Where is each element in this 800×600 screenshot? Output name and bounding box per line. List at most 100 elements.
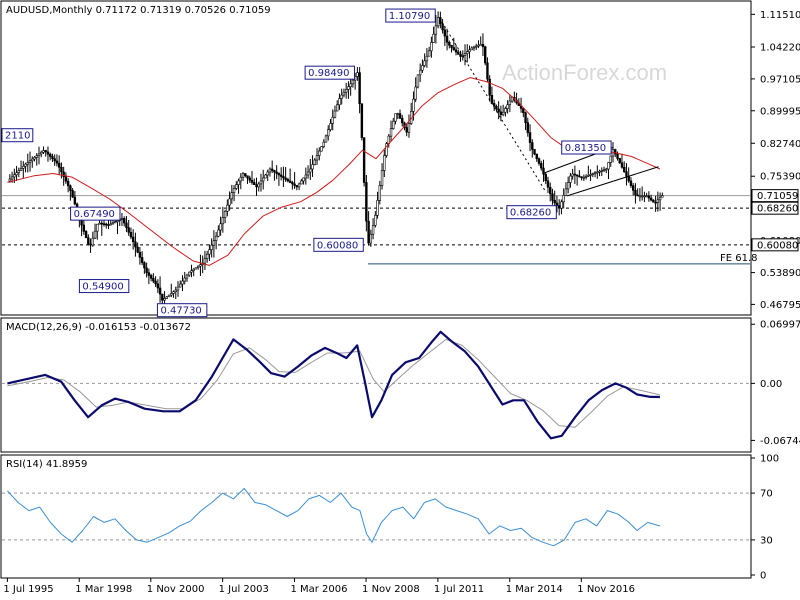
candle-body [452, 47, 456, 51]
candle-body [264, 174, 267, 179]
price-pane: ActionForex.com AUDUSD,Monthly 0.71172 0… [0, 0, 800, 318]
candle-body [320, 146, 323, 152]
price-axis-box [751, 189, 799, 203]
candle-body [378, 185, 382, 201]
candle-body [203, 258, 207, 264]
candle-body [560, 201, 563, 209]
swing-label-box [385, 8, 436, 23]
candle-body [244, 173, 247, 177]
candle-body [51, 156, 54, 159]
candle-body [15, 172, 18, 176]
candle-body [537, 158, 541, 164]
x-tick-label: 1 Jul 2011 [434, 584, 484, 595]
candle-body [266, 171, 269, 176]
macd-tick-label: 0.00 [760, 379, 782, 390]
swing-label-box [156, 303, 208, 318]
candle-body [336, 104, 339, 112]
candle-body [87, 237, 90, 245]
candle-body [46, 151, 50, 155]
x-tick-label: 1 Mar 2006 [290, 584, 347, 595]
candle-body [468, 49, 471, 53]
candle-body [73, 196, 77, 205]
candle-body [226, 204, 229, 212]
swing-label-text: 0.54900 [82, 282, 123, 293]
candle-body [477, 44, 480, 47]
price-axis-box [751, 238, 799, 252]
candle-body [587, 175, 590, 177]
candle-body [647, 195, 651, 199]
candle-body [365, 182, 368, 222]
candle-body [270, 168, 274, 171]
candle-body [578, 175, 581, 178]
candle-body [253, 182, 256, 185]
candle-body [134, 241, 137, 248]
candle-body [107, 224, 110, 226]
price-tick-label: 1.04220 [760, 43, 800, 54]
candle-body [300, 180, 303, 185]
candle-body [347, 86, 350, 90]
candle-body [295, 185, 299, 188]
candle-body [589, 174, 592, 176]
candle-body [584, 175, 588, 178]
candle-body [351, 79, 355, 85]
candle-body [405, 127, 408, 133]
candle-body [66, 180, 70, 187]
candle-body [407, 123, 411, 133]
candle-body [470, 47, 473, 51]
candle-body [304, 174, 308, 179]
candle-body [654, 201, 657, 204]
candle-body [161, 293, 164, 301]
candle-body [223, 211, 227, 218]
candle-body [526, 122, 529, 133]
candle-body [199, 264, 202, 267]
rsi-tick-label: 100 [760, 454, 779, 465]
candle-body [479, 43, 482, 46]
swing-label-text: 0.60080 [317, 240, 358, 251]
swing-label-box [78, 279, 130, 294]
candle-body [555, 202, 559, 206]
candle-body [293, 183, 296, 186]
candle-body [35, 155, 38, 158]
candle-body [490, 94, 494, 104]
candle-body [31, 158, 34, 162]
swing-label-text: 2110 [5, 131, 30, 142]
candle-body [607, 162, 610, 170]
candle-body [309, 168, 312, 173]
candle-body [235, 184, 238, 189]
candle-body [638, 195, 642, 198]
candle-body [279, 174, 283, 177]
candle-body [205, 253, 209, 259]
price-y-axis: 1.11510 1.04220 0.97105 0.89995 0.82740 0.753… [751, 10, 800, 311]
swing-label-text: 0.47730 [160, 306, 201, 317]
candle-body [614, 149, 617, 155]
candle-body [540, 163, 543, 169]
candle-body [360, 103, 364, 138]
x-tick-label: 1 Mar 1998 [75, 584, 132, 595]
candle-body [454, 49, 458, 53]
candle-body [475, 45, 478, 48]
macd-lines [7, 330, 661, 440]
x-tick-label: 1 Nov 2000 [147, 584, 205, 595]
candle-body [239, 176, 242, 182]
candle-body [401, 117, 404, 124]
candle-body [154, 280, 157, 285]
candle-body [19, 168, 23, 171]
candle-body [105, 223, 108, 226]
candle-body [268, 168, 272, 173]
swing-label-text: 0.68260 [510, 208, 551, 219]
candle-body [123, 218, 126, 224]
candle-body [42, 150, 45, 153]
macd-tick-label: -0.067448 [760, 436, 800, 447]
swing-labels: 2110 0.67490 0.54900 0.47730 0.98490 0.60080 1… [1, 8, 612, 318]
candle-body [544, 173, 547, 182]
candle-body [506, 104, 509, 109]
candle-body [71, 190, 74, 198]
candle-body [486, 62, 489, 80]
candle-body [383, 155, 386, 171]
candle-body [127, 227, 130, 233]
candle-body [44, 150, 47, 153]
candle-body [131, 236, 135, 243]
candle-body [219, 223, 222, 231]
candle-body [273, 170, 276, 173]
